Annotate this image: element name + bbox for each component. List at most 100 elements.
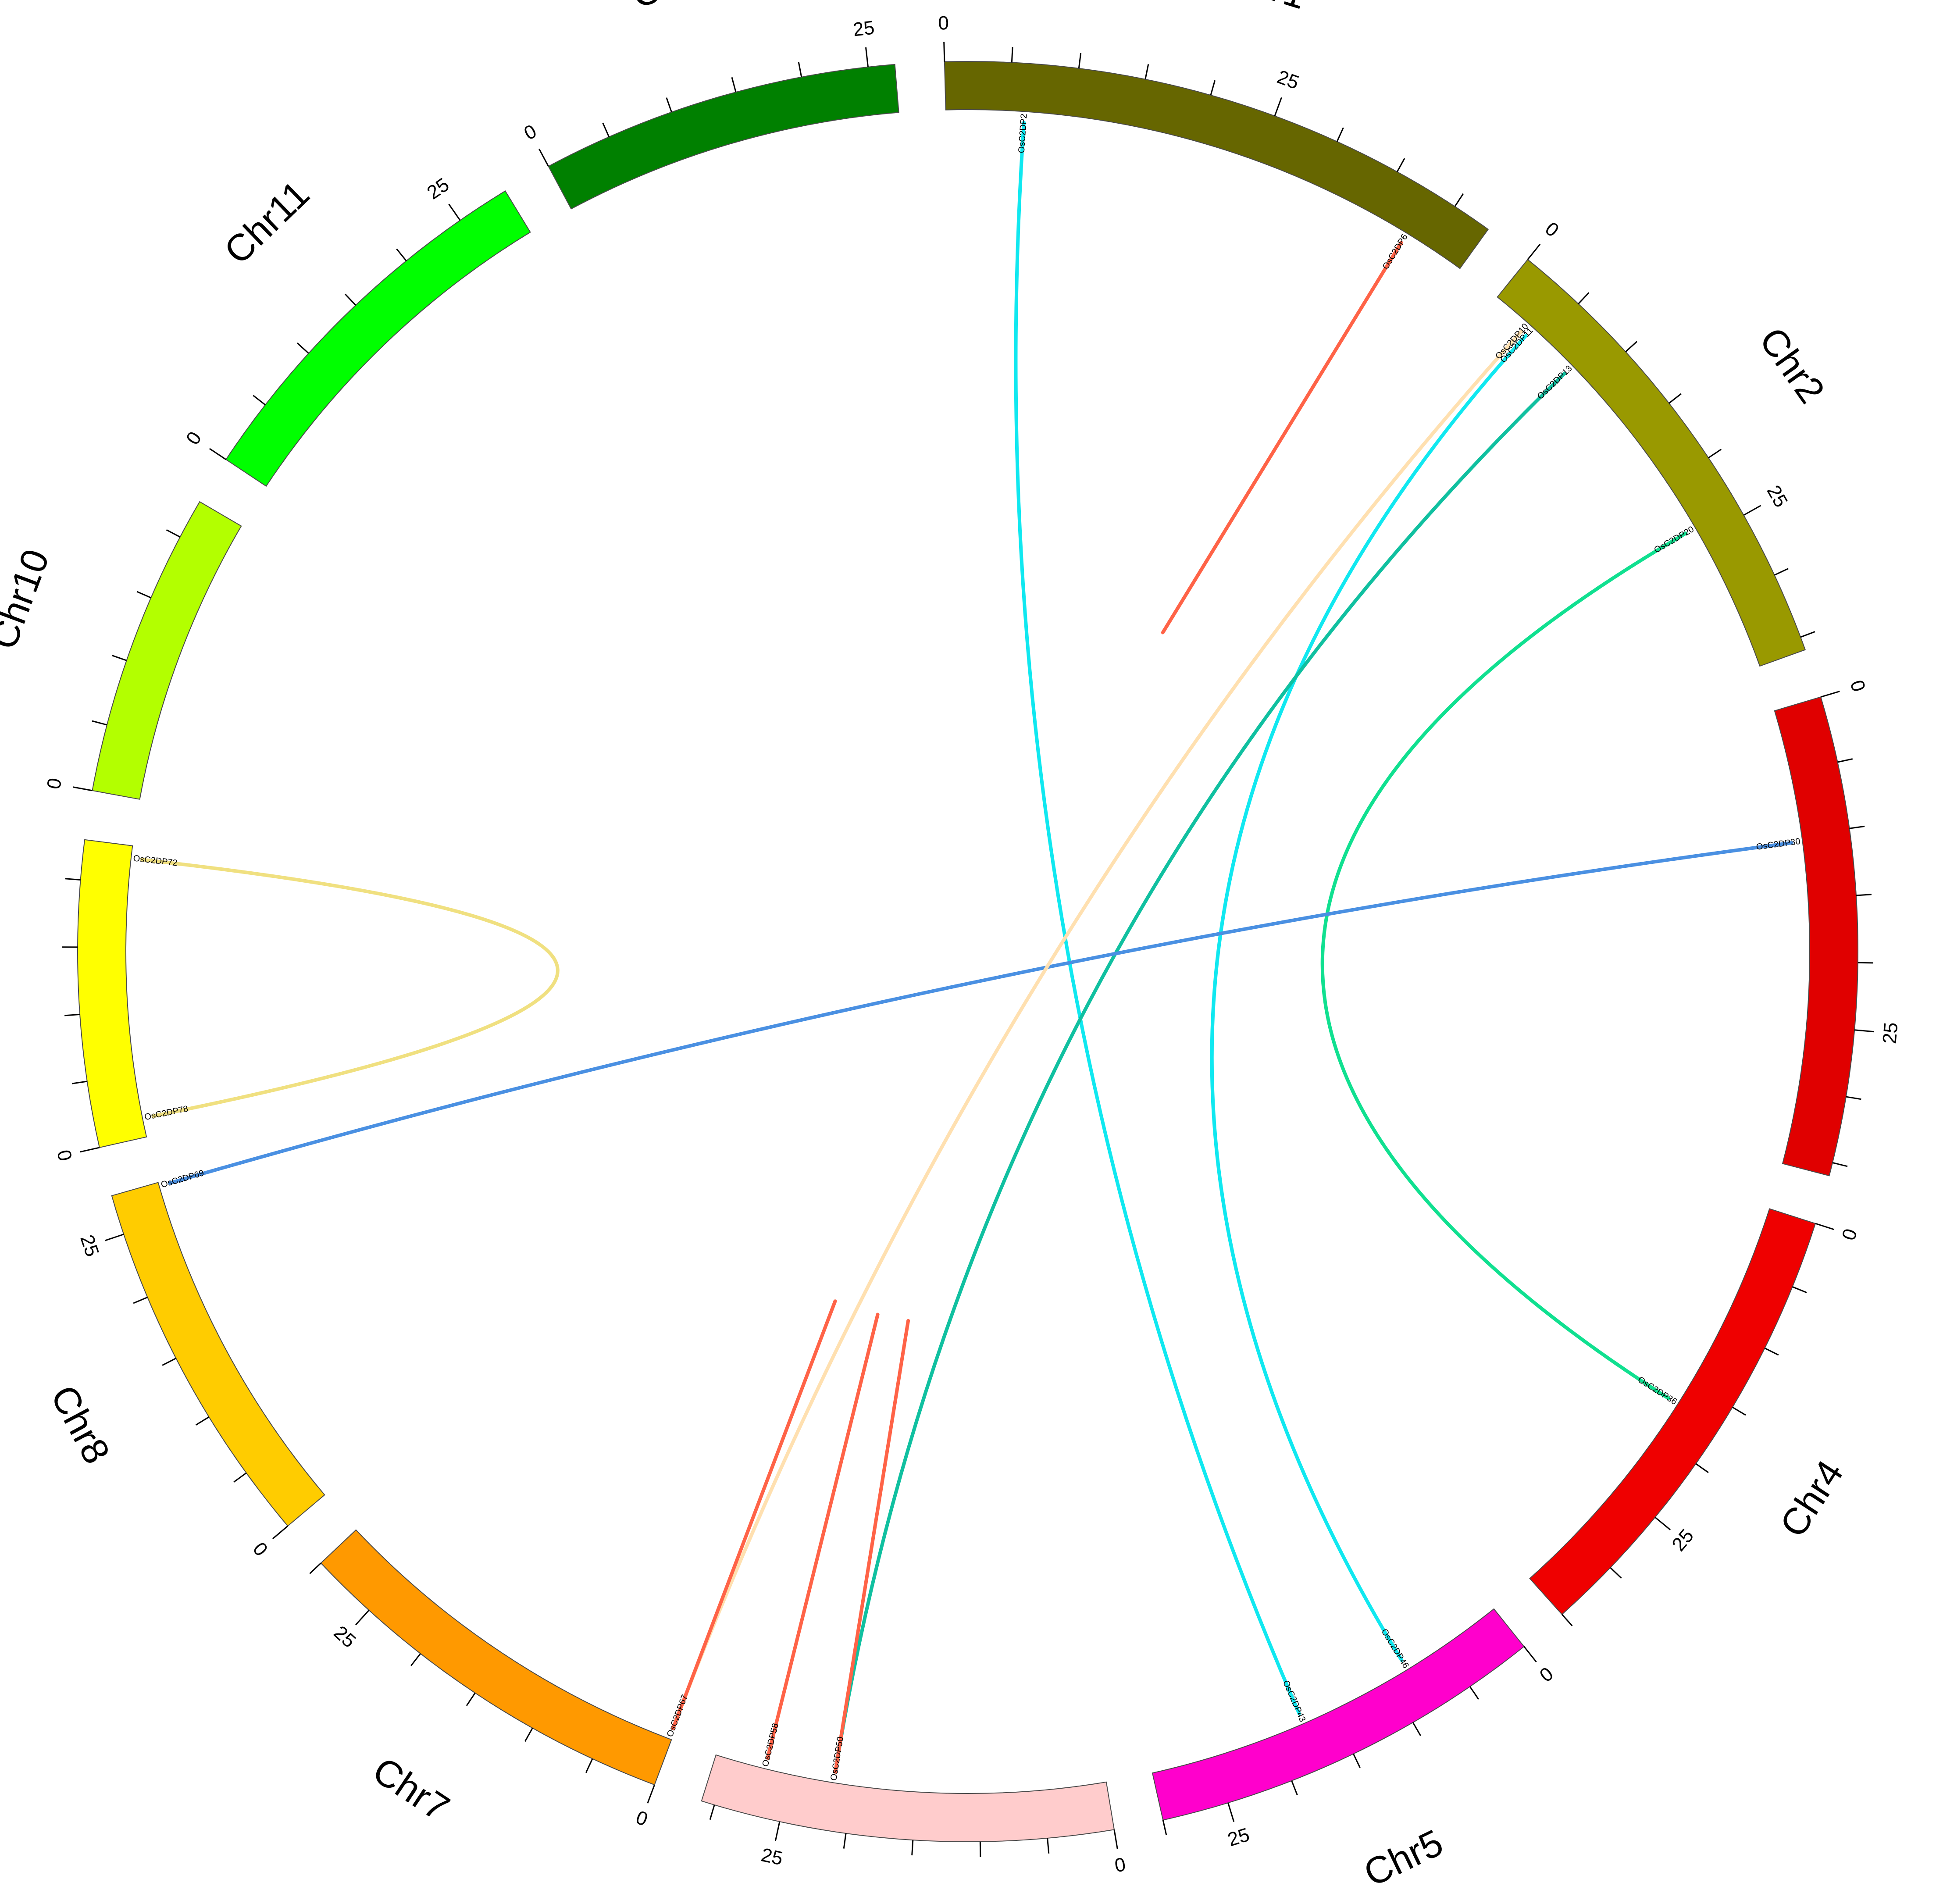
tick-mark xyxy=(1625,341,1637,353)
synteny-link xyxy=(1320,531,1688,1400)
tick-mark xyxy=(1336,127,1344,142)
tick-label: 0 xyxy=(43,777,66,791)
tick-mark xyxy=(1227,1802,1235,1822)
tick-label: 0 xyxy=(633,1807,651,1830)
chromosome-arc-chr10 xyxy=(92,501,242,800)
tick-label: 25 xyxy=(1668,1525,1698,1555)
tick-mark xyxy=(64,1013,80,1016)
chromosome-arc-chr12 xyxy=(548,64,899,210)
tick-mark xyxy=(666,97,672,113)
tick-label: 0 xyxy=(521,120,540,144)
tick-label: 25 xyxy=(759,1844,784,1869)
tick-mark xyxy=(1274,97,1282,117)
tick-mark xyxy=(65,878,81,881)
synteny-link xyxy=(1014,121,1301,1715)
tick-mark xyxy=(1708,449,1722,459)
tick-mark xyxy=(1669,393,1682,404)
tick-mark xyxy=(253,395,266,406)
chromosome-label-chr4: Chr4 xyxy=(1772,1453,1852,1544)
tick-label: 25 xyxy=(1225,1824,1252,1851)
tick-label: 25 xyxy=(1763,481,1792,511)
gene-label-g2: OsC2DP2 xyxy=(1017,114,1029,153)
tick-mark xyxy=(1764,1348,1779,1356)
chromosome-label-chr5: Chr5 xyxy=(1358,1822,1450,1895)
tick-mark xyxy=(943,42,945,62)
tick-mark xyxy=(1527,243,1541,260)
tick-label: 25 xyxy=(852,17,876,40)
gene-labels: OsC2DP2OsC2DP6OsC2DP10OsC2DP11OsC2DP13Os… xyxy=(133,114,1801,1782)
tick-label: 0 xyxy=(1536,1663,1558,1687)
tick-mark xyxy=(1743,505,1761,516)
tick-mark xyxy=(1162,1820,1167,1836)
tick-mark xyxy=(538,148,549,167)
tick-mark xyxy=(410,1653,421,1666)
gene-label-g43: OsC2DP43 xyxy=(1281,1679,1308,1724)
tick-mark xyxy=(92,720,107,726)
tick-mark xyxy=(162,1358,176,1366)
chromosome-arc-chr2 xyxy=(1497,259,1806,667)
tick-mark xyxy=(1078,53,1082,69)
tick-mark xyxy=(1792,1286,1807,1294)
tick-mark xyxy=(1732,1406,1746,1416)
synteny-link xyxy=(766,1312,880,1760)
tick-mark xyxy=(1578,292,1590,304)
tick-label: 25 xyxy=(1274,66,1302,94)
tick-mark xyxy=(1412,1722,1421,1736)
tick-mark xyxy=(1846,1096,1861,1100)
tick-mark xyxy=(209,448,227,460)
chromosome-arc-chr7 xyxy=(320,1529,672,1786)
tick-label: 0 xyxy=(249,1538,272,1560)
tick-mark xyxy=(355,1610,370,1626)
tick-mark xyxy=(1654,1516,1671,1530)
gene-label-g30: OsC2DP30 xyxy=(1756,837,1801,852)
tick-mark xyxy=(72,786,93,792)
tick-label: 25 xyxy=(423,174,453,203)
synteny-link xyxy=(1210,334,1528,1662)
tick-mark xyxy=(466,1692,476,1706)
tick-mark xyxy=(1820,691,1840,698)
tick-mark xyxy=(448,203,461,221)
tick-mark xyxy=(1144,64,1149,80)
tick-mark xyxy=(1047,1838,1050,1854)
chromosome-arc-chr3 xyxy=(1774,696,1858,1177)
gene-label-g46: OsC2DP46 xyxy=(1379,1627,1411,1670)
tick-label: 25 xyxy=(76,1232,103,1259)
tick-mark xyxy=(272,1525,289,1540)
chromosome-arc-chr6 xyxy=(701,1754,1115,1842)
tick-label: 0 xyxy=(1541,218,1563,241)
tick-mark xyxy=(396,248,407,261)
synteny-links xyxy=(140,121,1793,1774)
tick-mark xyxy=(1815,1223,1835,1230)
gene-label-g13: OsC2DP13 xyxy=(1536,364,1574,401)
tick-mark xyxy=(524,1728,533,1742)
chromosome-arc-chr9 xyxy=(77,839,147,1148)
gene-label-g36: OsC2DP36 xyxy=(1636,1375,1679,1407)
synteny-link xyxy=(834,371,1567,1774)
chromosome-label-chr7: Chr7 xyxy=(365,1749,456,1829)
chromosome-arc-chr11 xyxy=(225,190,531,487)
gene-label-g20: OsC2DP20 xyxy=(1652,524,1695,555)
tick-label: 25 xyxy=(1879,1021,1902,1045)
tick-mark xyxy=(585,1758,593,1773)
tick-mark xyxy=(1291,1780,1298,1796)
tick-label: 0 xyxy=(1113,1854,1127,1876)
tick-mark xyxy=(602,122,610,137)
tick-mark xyxy=(1454,193,1464,207)
gene-label-g69: OsC2DP69 xyxy=(160,1168,205,1190)
tick-mark xyxy=(1210,80,1216,96)
tick-mark xyxy=(233,1472,247,1483)
synteny-link xyxy=(140,858,560,1118)
tick-mark xyxy=(80,1147,100,1153)
chromosome-arc-chr5 xyxy=(1152,1608,1525,1821)
tick-mark xyxy=(1561,1614,1573,1626)
tick-mark xyxy=(1774,568,1789,576)
synteny-link xyxy=(168,841,1793,1185)
tick-label: 0 xyxy=(1846,678,1869,694)
tick-mark xyxy=(136,591,151,599)
tick-mark xyxy=(296,342,309,354)
chromosome-label-chr12: Chr12 xyxy=(627,0,738,16)
tick-mark xyxy=(798,62,802,78)
tick-mark xyxy=(1396,158,1405,172)
